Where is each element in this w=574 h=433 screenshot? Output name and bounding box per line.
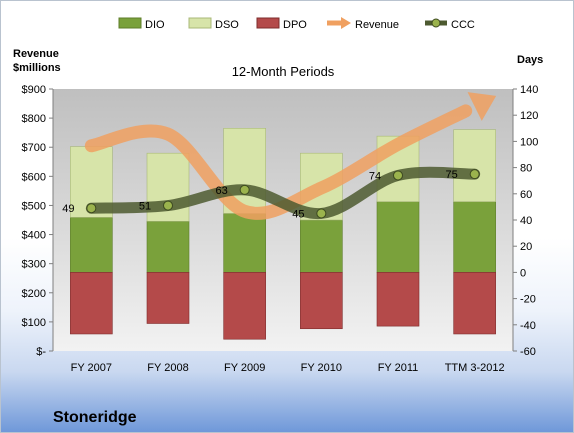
right-axis: -60 -40 -20 0 20 40 60 80 100 120 140 (512, 84, 538, 358)
dio-bar (146, 221, 190, 273)
right-tick-label: 120 (520, 110, 538, 122)
dio-bar (453, 201, 496, 273)
ccc-point (393, 170, 403, 181)
x-tick-label: FY 2009 (224, 362, 265, 374)
ccc-data-label: 45 (292, 208, 304, 220)
dio-bar (376, 201, 420, 273)
legend-arrowhead (341, 17, 351, 29)
ccc-data-label: 63 (216, 185, 228, 197)
legend-marker (431, 18, 441, 28)
ccc-point (86, 203, 97, 214)
legend-label: DIO (145, 19, 165, 31)
dpo-bar (453, 272, 496, 335)
right-tick-label: -60 (520, 346, 536, 358)
right-tick-label: 0 (520, 267, 526, 279)
dpo-bar (70, 272, 113, 335)
ccc-point (239, 184, 250, 195)
left-tick-label: $200 (22, 288, 46, 300)
legend-swatch-dio (118, 17, 142, 29)
company-name: Stoneridge (53, 409, 137, 426)
left-axis: $- $100 $200 $300 $400 $500 $600 $700 $800 $900 (22, 84, 54, 358)
legend-label: CCC (451, 19, 475, 31)
right-axis-title: Days (517, 54, 543, 66)
left-tick-label: $600 (22, 171, 46, 183)
x-tick-label: FY 2011 (378, 362, 419, 374)
dpo-bar (146, 272, 190, 324)
x-tick-label: FY 2008 (147, 362, 188, 374)
right-tick-label: 140 (520, 84, 538, 96)
revenue-line (84, 104, 473, 220)
dio-bar (300, 219, 343, 273)
ccc-data-label: 74 (369, 170, 381, 182)
ccc-data-label: 51 (139, 201, 151, 213)
legend-label: DPO (283, 19, 307, 31)
x-tick-label: TTM 3-2012 (445, 362, 505, 374)
x-tick-label: FY 2007 (71, 362, 112, 374)
chart-title: 12-Month Periods (232, 64, 335, 79)
dpo-bar (300, 272, 343, 330)
legend: DIO DSO DPO Revenue CCC (118, 17, 475, 31)
left-tick-label: $500 (22, 200, 46, 212)
dio-bar (223, 213, 266, 273)
right-tick-label: 40 (520, 215, 532, 227)
right-tick-label: 80 (520, 163, 532, 175)
line-series: 49 51 63 45 74 75 (62, 92, 497, 220)
ccc-data-label: 49 (62, 203, 74, 215)
dio-bar (70, 217, 113, 273)
left-tick-label: $800 (22, 113, 46, 125)
right-tick-label: -20 (520, 294, 536, 306)
right-tick-label: -40 (520, 320, 536, 332)
dpo-bar (223, 272, 266, 340)
dso-bar (453, 129, 496, 202)
left-tick-label: $700 (22, 142, 46, 154)
bar-series (70, 128, 496, 340)
legend-label: Revenue (355, 19, 399, 31)
left-tick-label: $- (36, 346, 46, 358)
left-axis-title-line1: Revenue (13, 48, 59, 60)
x-tick-label: FY 2010 (301, 362, 342, 374)
left-tick-label: $300 (22, 259, 46, 271)
dpo-bar (376, 272, 420, 327)
revenue-arrowhead (467, 92, 497, 121)
left-tick-label: $100 (22, 317, 46, 329)
legend-swatch-dso (188, 17, 212, 29)
left-tick-label: $900 (22, 84, 46, 96)
left-axis-title-line2: $millions (13, 62, 61, 74)
x-axis: FY 2007 FY 2008 FY 2009 FY 2010 FY 2011 TTM 3… (71, 362, 505, 374)
right-tick-label: 60 (520, 189, 532, 201)
right-tick-label: 20 (520, 241, 532, 253)
ccc-point (316, 208, 327, 219)
legend-swatch-dpo (256, 17, 280, 29)
ccc-data-label: 75 (446, 169, 458, 181)
right-tick-label: 100 (520, 136, 538, 148)
ccc-point (469, 169, 480, 180)
left-tick-label: $400 (22, 230, 46, 242)
legend-label: DSO (215, 19, 239, 31)
ccc-point (163, 200, 173, 211)
